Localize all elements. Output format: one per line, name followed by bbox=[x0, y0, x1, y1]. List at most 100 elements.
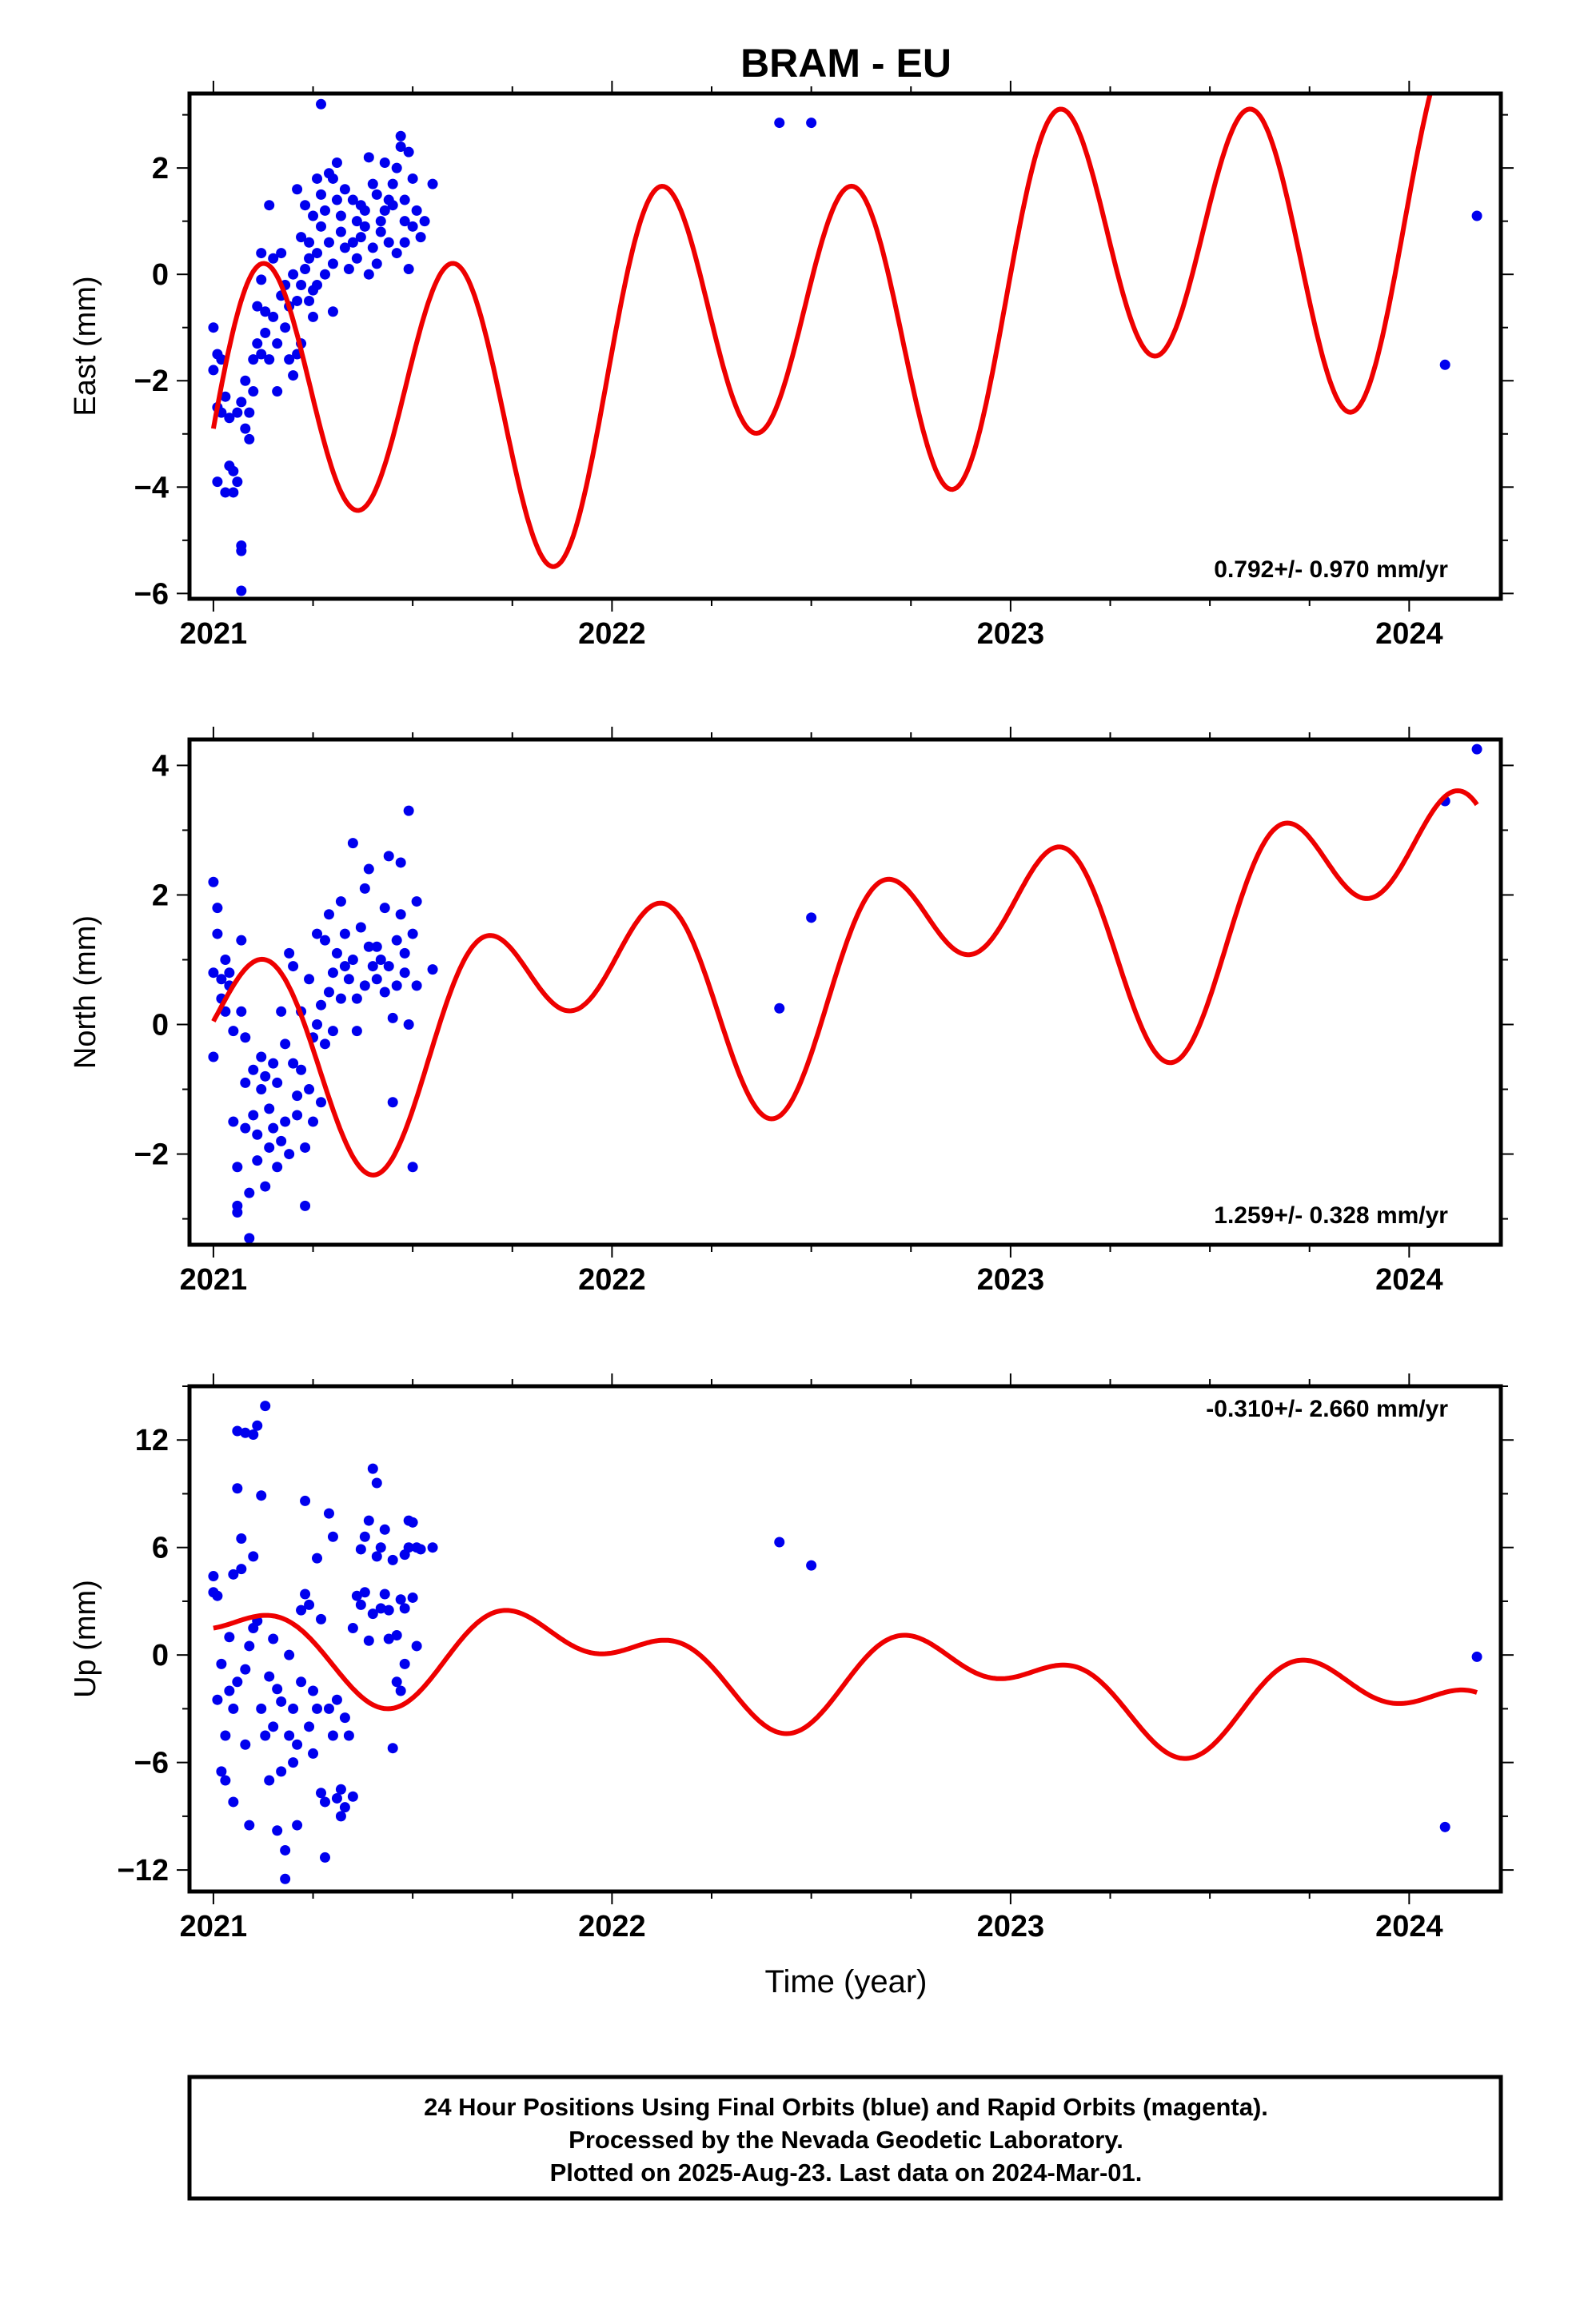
data-point bbox=[232, 476, 243, 488]
data-point bbox=[268, 1633, 279, 1644]
data-point bbox=[272, 1077, 283, 1088]
data-point bbox=[240, 1739, 251, 1750]
data-point bbox=[256, 274, 267, 285]
x-tick-label: 2024 bbox=[1375, 1263, 1443, 1297]
data-point bbox=[403, 146, 414, 157]
data-point bbox=[335, 1784, 346, 1795]
data-point bbox=[371, 1551, 382, 1562]
data-point bbox=[288, 1757, 299, 1768]
data-point bbox=[260, 306, 271, 317]
data-point bbox=[244, 1233, 255, 1244]
data-point bbox=[403, 264, 414, 275]
data-point bbox=[419, 216, 430, 227]
data-point bbox=[403, 805, 414, 816]
data-point bbox=[232, 1162, 243, 1173]
data-point bbox=[375, 216, 386, 227]
data-point bbox=[264, 200, 275, 211]
data-point bbox=[268, 311, 279, 322]
x-tick-label: 2022 bbox=[578, 1263, 646, 1297]
data-point bbox=[347, 237, 358, 248]
data-point bbox=[276, 1696, 287, 1707]
data-point bbox=[208, 322, 219, 333]
data-point bbox=[268, 1058, 279, 1069]
data-point bbox=[343, 974, 354, 985]
data-point bbox=[355, 1544, 366, 1555]
data-point bbox=[256, 1084, 267, 1095]
y-tick-label: 4 bbox=[152, 749, 169, 783]
data-point bbox=[312, 1553, 323, 1564]
data-point bbox=[292, 1820, 303, 1831]
data-point bbox=[252, 1420, 263, 1431]
data-point bbox=[379, 1524, 390, 1535]
data-point bbox=[232, 1483, 243, 1494]
data-point bbox=[240, 375, 251, 386]
footer-line-3: Plotted on 2025-Aug-23. Last data on 202… bbox=[550, 2159, 1143, 2186]
data-point bbox=[355, 232, 366, 243]
data-point bbox=[256, 1051, 267, 1062]
data-point bbox=[335, 896, 346, 907]
data-point bbox=[399, 216, 410, 227]
data-point bbox=[323, 909, 334, 920]
data-point bbox=[256, 248, 267, 259]
data-point bbox=[395, 130, 406, 142]
data-point bbox=[308, 311, 319, 322]
footer-line-1: 24 Hour Positions Using Final Orbits (bl… bbox=[424, 2093, 1268, 2121]
data-point bbox=[407, 173, 418, 184]
data-point bbox=[319, 1796, 330, 1808]
data-point bbox=[296, 279, 307, 290]
data-point bbox=[367, 178, 378, 189]
data-point bbox=[220, 954, 231, 965]
data-point bbox=[212, 1590, 223, 1601]
data-point bbox=[296, 232, 307, 243]
data-point bbox=[312, 248, 323, 259]
data-point bbox=[284, 1730, 295, 1741]
data-point bbox=[288, 1703, 299, 1714]
data-point bbox=[319, 205, 330, 216]
data-point bbox=[304, 1599, 315, 1610]
data-point bbox=[383, 851, 394, 862]
data-point bbox=[296, 1604, 307, 1616]
x-tick-label: 2021 bbox=[180, 1263, 248, 1297]
data-point bbox=[304, 1721, 315, 1732]
data-point bbox=[327, 967, 338, 979]
data-point bbox=[284, 1149, 295, 1160]
x-tick-label: 2022 bbox=[578, 1910, 646, 1943]
data-point bbox=[339, 961, 350, 972]
data-point bbox=[391, 162, 402, 173]
data-point bbox=[228, 487, 239, 498]
data-point bbox=[300, 1589, 311, 1600]
y-tick-label: −2 bbox=[134, 365, 169, 398]
data-point bbox=[216, 1766, 227, 1777]
data-point bbox=[244, 407, 255, 418]
data-point bbox=[379, 205, 390, 216]
data-point bbox=[339, 184, 350, 195]
data-point bbox=[335, 210, 346, 221]
data-point bbox=[276, 1766, 287, 1777]
data-point bbox=[315, 1613, 326, 1624]
data-point bbox=[371, 189, 382, 200]
data-point bbox=[236, 397, 247, 408]
data-point bbox=[363, 1635, 374, 1646]
data-point bbox=[212, 928, 223, 939]
data-point bbox=[240, 423, 251, 434]
data-point bbox=[264, 1142, 275, 1153]
data-point bbox=[280, 322, 291, 333]
data-point bbox=[331, 157, 342, 168]
data-point bbox=[232, 1425, 243, 1437]
data-point bbox=[327, 1026, 338, 1037]
data-point bbox=[244, 1640, 255, 1652]
data-point bbox=[319, 935, 330, 946]
data-point bbox=[387, 1554, 398, 1565]
data-point bbox=[415, 1544, 426, 1555]
data-point bbox=[399, 1603, 410, 1614]
data-point bbox=[367, 1463, 378, 1474]
data-point bbox=[288, 961, 299, 972]
data-point bbox=[1471, 210, 1482, 221]
data-point bbox=[327, 1531, 338, 1542]
data-point bbox=[379, 157, 390, 168]
data-point bbox=[411, 980, 422, 991]
data-point bbox=[359, 205, 370, 216]
data-point bbox=[774, 1003, 785, 1014]
data-point bbox=[228, 1569, 239, 1580]
y-axis-label: North (mm) bbox=[69, 915, 102, 1069]
